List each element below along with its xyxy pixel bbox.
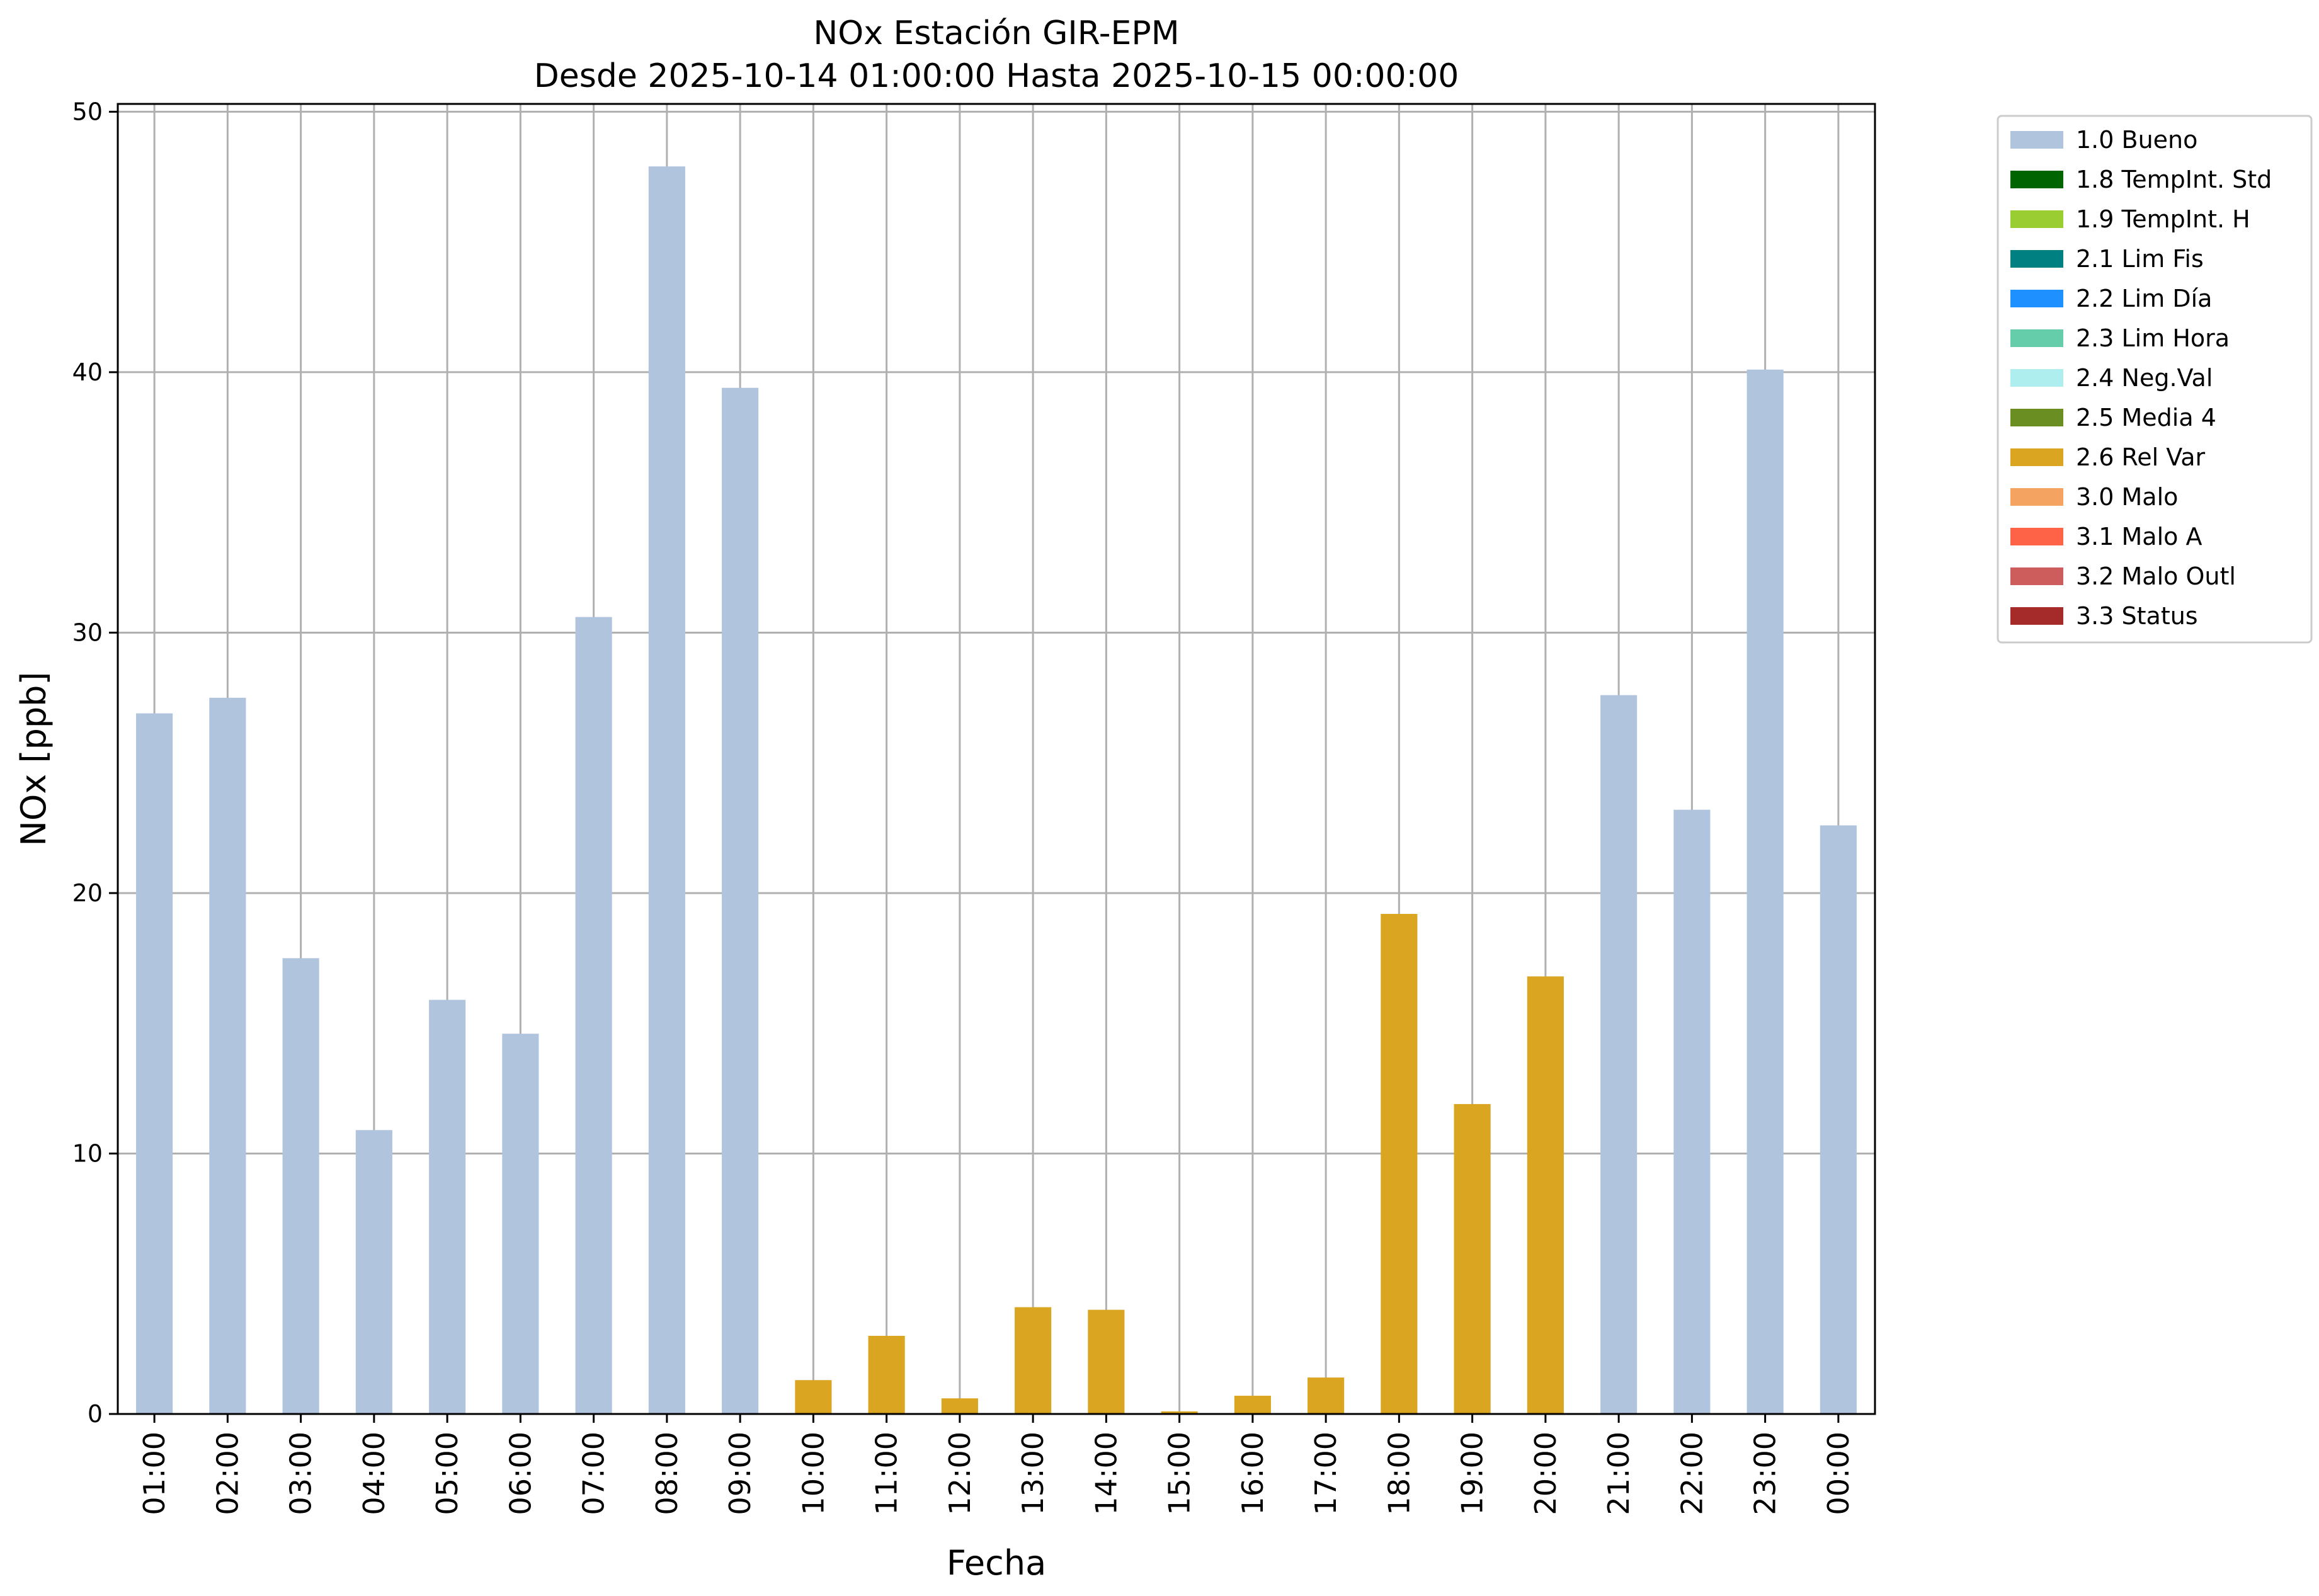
y-tick-label: 10: [72, 1139, 103, 1167]
bar: [1088, 1309, 1125, 1414]
bar: [575, 617, 612, 1414]
bar: [429, 1000, 466, 1414]
bar: [648, 166, 685, 1415]
legend-label: 2.3 Lim Hora: [2076, 324, 2230, 352]
x-tick-label: 20:00: [1529, 1432, 1563, 1515]
y-tick-label: 40: [72, 358, 103, 386]
x-tick-label: 12:00: [943, 1432, 977, 1515]
bar: [1600, 695, 1638, 1414]
x-tick-label: 23:00: [1748, 1432, 1782, 1515]
x-tick-label: 16:00: [1236, 1432, 1270, 1515]
legend-label: 2.6 Rel Var: [2076, 443, 2206, 471]
x-tick-label: 18:00: [1382, 1432, 1416, 1515]
x-tick-label: 06:00: [503, 1432, 537, 1515]
x-tick-label: 17:00: [1309, 1432, 1343, 1515]
legend-swatch: [2010, 369, 2063, 387]
bar: [1381, 914, 1418, 1414]
bar: [355, 1130, 392, 1414]
legend-label: 3.1 Malo A: [2076, 523, 2202, 550]
legend-swatch: [2010, 290, 2063, 307]
legend-label: 3.2 Malo Outl: [2076, 562, 2236, 590]
x-tick-label: 02:00: [210, 1432, 244, 1515]
legend-swatch: [2010, 131, 2063, 149]
bar: [722, 387, 759, 1414]
x-tick-label: 10:00: [796, 1432, 830, 1515]
legend-label: 1.8 TempInt. Std: [2076, 166, 2272, 193]
y-axis-label: NOx [ppb]: [14, 672, 54, 846]
x-tick-label: 01:00: [137, 1432, 171, 1515]
bar: [282, 958, 319, 1414]
legend-swatch: [2010, 607, 2063, 625]
x-tick-label: 05:00: [430, 1432, 464, 1515]
x-tick-label: 13:00: [1016, 1432, 1050, 1515]
bar: [1015, 1307, 1052, 1414]
bar: [209, 697, 246, 1414]
legend-label: 3.3 Status: [2076, 602, 2198, 630]
legend-swatch: [2010, 329, 2063, 347]
bar: [502, 1034, 539, 1414]
y-tick-label: 0: [88, 1400, 103, 1428]
legend-swatch: [2010, 448, 2063, 466]
legend-label: 1.0 Bueno: [2076, 126, 2197, 154]
x-tick-label: 00:00: [1821, 1432, 1855, 1515]
legend-frame: [1997, 115, 2313, 644]
x-tick-label: 19:00: [1456, 1432, 1490, 1515]
x-tick-label: 22:00: [1675, 1432, 1709, 1515]
legend-swatch: [2010, 409, 2063, 426]
legend-label: 2.4 Neg.Val: [2076, 364, 2213, 392]
x-tick-label: 14:00: [1089, 1432, 1123, 1515]
plot-frame: [117, 103, 1876, 1415]
x-tick-label: 08:00: [650, 1432, 684, 1515]
x-tick-label: 09:00: [723, 1432, 757, 1515]
chart-subtitle: Desde 2025-10-14 01:00:00 Hasta 2025-10-…: [534, 57, 1459, 95]
bar: [1161, 1411, 1198, 1414]
x-tick-label: 21:00: [1602, 1432, 1636, 1515]
x-tick-label: 03:00: [284, 1432, 318, 1515]
legend-label: 1.9 TempInt. H: [2076, 205, 2250, 233]
bar: [1234, 1396, 1271, 1414]
legend-label: 2.5 Media 4: [2076, 404, 2216, 431]
bar: [1746, 369, 1784, 1414]
bar: [1820, 825, 1857, 1414]
y-tick-label: 50: [72, 98, 103, 125]
legend-label: 2.2 Lim Día: [2076, 285, 2212, 312]
legend-swatch: [2010, 210, 2063, 228]
legend-label: 3.0 Malo: [2076, 483, 2178, 511]
bar: [941, 1398, 978, 1414]
bars: [136, 166, 1857, 1415]
legend-swatch: [2010, 171, 2063, 188]
chart-title: NOx Estación GIR-EPM: [813, 14, 1179, 52]
y-ticks: 0 10 20 30 40 50: [72, 98, 118, 1428]
bar: [1454, 1103, 1491, 1414]
x-tick-label: 04:00: [357, 1432, 391, 1515]
x-tick-label: 11:00: [870, 1432, 904, 1515]
legend-label: 2.1 Lim Fis: [2076, 245, 2204, 273]
bar: [1308, 1377, 1345, 1414]
legend-swatch: [2010, 567, 2063, 585]
bar: [868, 1335, 905, 1414]
legend-swatch: [2010, 250, 2063, 268]
x-tick-label: 07:00: [577, 1432, 611, 1515]
legend: 1.0 Bueno 1.8 TempInt. Std 1.9 TempInt. H 2…: [1997, 115, 2313, 644]
x-tick-label: 15:00: [1163, 1432, 1197, 1515]
bar: [1527, 976, 1564, 1414]
x-axis-label: Fecha: [947, 1543, 1046, 1583]
legend-swatch: [2010, 488, 2063, 506]
y-tick-label: 30: [72, 618, 103, 646]
x-ticks: 01:00 02:00 03:00 04:00 05:00 06:00 07:00 08:00…: [137, 1414, 1855, 1515]
bar: [136, 713, 173, 1414]
bar: [1673, 809, 1711, 1414]
legend-swatch: [2010, 528, 2063, 545]
bar: [795, 1380, 832, 1414]
y-tick-label: 20: [72, 879, 103, 907]
